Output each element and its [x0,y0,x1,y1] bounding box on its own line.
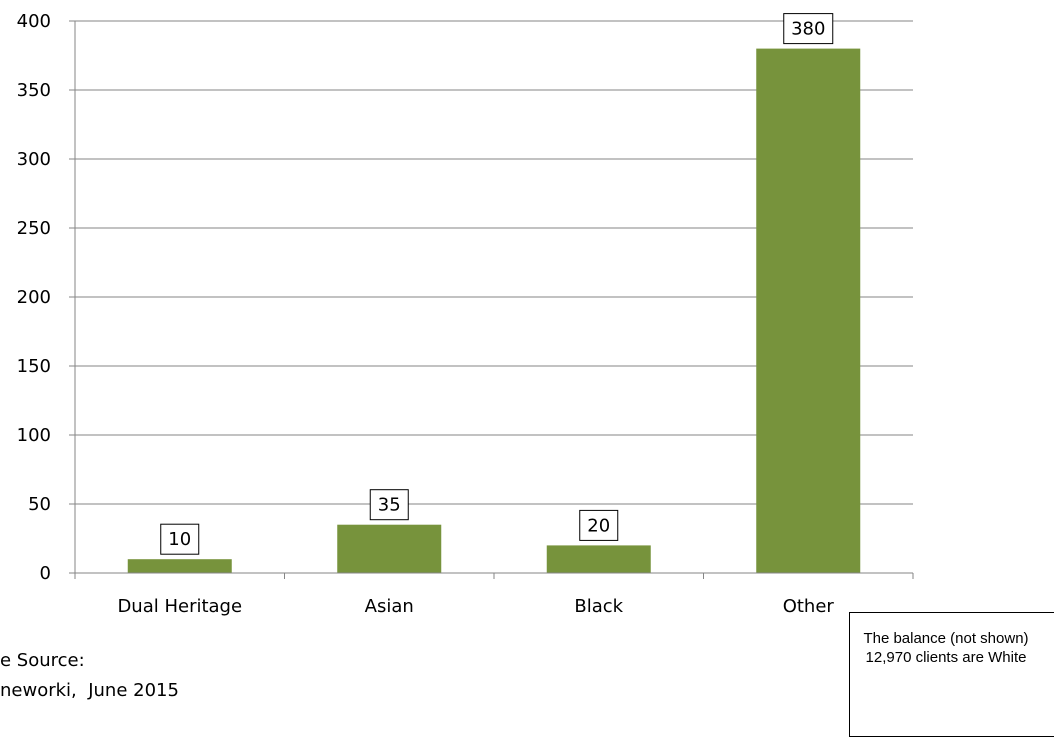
y-tick-label: 100 [17,425,51,446]
y-tick-label: 150 [17,356,51,377]
x-tick-label: Other [783,596,835,617]
x-tick-label: Dual Heritage [117,596,242,617]
data-label: 380 [791,19,825,40]
source-note: e Source: neworki, June 2015 [0,646,179,706]
source-line-2: neworki, June 2015 [0,680,179,701]
bar [127,559,232,573]
data-label-box [579,509,619,541]
y-tick-label: 350 [17,80,51,101]
data-label: 10 [168,529,191,550]
gridlines [75,20,913,505]
y-tick-label: 400 [17,11,51,32]
source-line-1: e Source: [0,650,85,671]
y-tick-label: 300 [17,149,51,170]
bar [337,524,442,573]
data-labels: 10 35 20 380 [160,13,834,555]
x-axis: Dual Heritage Asian Black Other [74,572,914,617]
data-label-box [160,523,200,555]
data-label-box [783,13,834,45]
data-label: 20 [587,515,610,536]
bars [127,48,861,574]
y-tick-label: 200 [17,287,51,308]
balance-note-box: The balance (not shown) 12,970 clients a… [849,612,1054,737]
x-tick-label: Black [574,596,623,617]
x-tick-label: Asian [365,596,414,617]
data-label: 35 [378,495,401,516]
y-tick-label: 0 [40,563,51,584]
bar [546,545,651,573]
bar [756,48,861,574]
y-tick-label: 50 [28,494,51,515]
bar-chart: 0 50 100 150 200 250 300 350 400 Dual Heritage As… [17,11,914,617]
y-axis: 0 50 100 150 200 250 300 350 400 [17,11,76,584]
y-tick-label: 250 [17,218,51,239]
data-label-box [369,489,409,521]
